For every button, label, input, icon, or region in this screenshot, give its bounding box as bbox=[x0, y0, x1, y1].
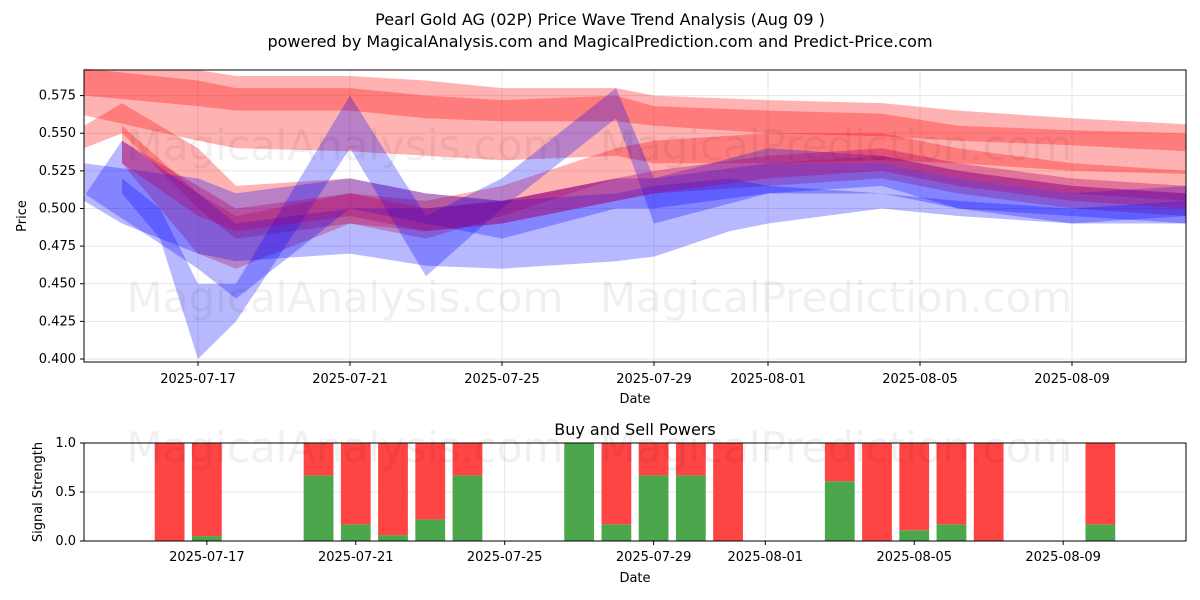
price-x-tick-label: 2025-07-25 bbox=[464, 372, 540, 387]
price-wave-band-mix-7 bbox=[122, 140, 1186, 232]
sell-power-bar bbox=[191, 443, 222, 537]
watermark-analysis: MagicalAnalysis.com bbox=[127, 423, 564, 472]
powers-x-axis-label: Date bbox=[619, 571, 650, 586]
sell-power-bar bbox=[415, 443, 446, 520]
buy-power-bar bbox=[899, 530, 930, 541]
price-watermarks: MagicalAnalysis.com MagicalPrediction.co… bbox=[127, 121, 1073, 322]
powers-bars bbox=[154, 443, 1116, 541]
price-wave-band-blue-4 bbox=[84, 140, 1186, 269]
buy-power-bar bbox=[415, 519, 446, 541]
price-wave-band-red-1 bbox=[84, 70, 1186, 152]
powers-watermarks: MagicalAnalysis.com MagicalPrediction.co… bbox=[127, 423, 1073, 472]
sell-power-bar bbox=[452, 443, 483, 476]
price-wave-band-red-3 bbox=[122, 125, 1186, 269]
price-y-tick-label: 0.400 bbox=[39, 352, 76, 367]
powers-x-tick-label: 2025-07-25 bbox=[467, 550, 543, 565]
powers-y-tick-label: 0.5 bbox=[55, 485, 76, 500]
price-wave-band-red-0 bbox=[84, 68, 1186, 174]
price-x-axis-label: Date bbox=[619, 392, 650, 407]
price-wave-band-blue-5 bbox=[122, 88, 1186, 359]
watermark-prediction: MagicalPrediction.com bbox=[600, 273, 1073, 322]
powers-x-axis: 2025-07-17 2025-07-21 2025-07-25 2025-07-29… bbox=[169, 541, 1101, 565]
watermark-prediction: MagicalPrediction.com bbox=[600, 121, 1073, 170]
price-wave-band-blue-6 bbox=[84, 163, 1186, 299]
powers-y-tick-label: 1.0 bbox=[55, 436, 76, 451]
price-y-tick-label: 0.500 bbox=[39, 201, 76, 216]
powers-y-axis-label: Signal Strength bbox=[31, 442, 46, 542]
powers-x-tick-label: 2025-07-17 bbox=[169, 550, 245, 565]
powers-title: Buy and Sell Powers bbox=[554, 420, 716, 439]
price-x-tick-label: 2025-07-29 bbox=[616, 372, 692, 387]
buy-power-bar bbox=[824, 481, 855, 541]
buy-power-bar bbox=[936, 524, 967, 541]
sell-power-bar bbox=[1085, 443, 1116, 525]
price-y-tick-label: 0.425 bbox=[39, 314, 76, 329]
watermark-prediction: MagicalPrediction.com bbox=[600, 423, 1073, 472]
price-plot-frame bbox=[83, 69, 1187, 363]
sell-power-bar bbox=[303, 443, 334, 476]
buy-power-bar bbox=[378, 535, 408, 541]
sell-power-bar bbox=[675, 443, 706, 476]
powers-y-tick-label: 0.0 bbox=[55, 534, 76, 549]
sell-power-bar bbox=[154, 443, 185, 541]
sell-power-bar bbox=[340, 443, 371, 525]
price-x-tick-label: 2025-07-17 bbox=[160, 372, 236, 387]
price-wave-bands bbox=[84, 68, 1186, 359]
sell-power-bar bbox=[973, 443, 1004, 541]
price-y-tick-label: 0.525 bbox=[39, 164, 76, 179]
buy-power-bar bbox=[191, 536, 222, 541]
price-x-tick-label: 2025-08-01 bbox=[730, 372, 806, 387]
powers-x-tick-label: 2025-08-09 bbox=[1025, 550, 1101, 565]
sell-power-bar bbox=[824, 443, 855, 482]
watermark-analysis: MagicalAnalysis.com bbox=[127, 273, 564, 322]
sell-power-bar bbox=[601, 443, 632, 525]
buy-power-bar bbox=[1085, 524, 1116, 541]
powers-y-axis: 0.0 0.5 1.0 bbox=[55, 436, 84, 549]
buy-power-bar bbox=[601, 524, 632, 541]
price-y-tick-label: 0.450 bbox=[39, 277, 76, 292]
price-grid bbox=[84, 70, 1186, 362]
price-x-tick-label: 2025-08-09 bbox=[1034, 372, 1110, 387]
price-y-axis: 0.400 0.425 0.450 0.475 0.500 0.525 0.550 0.575 bbox=[39, 89, 84, 367]
price-y-tick-label: 0.475 bbox=[39, 239, 76, 254]
price-wave-band-red-2 bbox=[84, 103, 1186, 239]
buy-power-bar bbox=[452, 475, 483, 541]
buy-power-bar bbox=[675, 475, 706, 541]
sell-power-bar bbox=[862, 443, 892, 541]
sell-power-bar bbox=[378, 443, 408, 536]
powers-x-tick-label: 2025-08-05 bbox=[876, 550, 952, 565]
buy-power-bar bbox=[303, 475, 334, 541]
powers-x-tick-label: 2025-08-01 bbox=[728, 550, 804, 565]
sell-power-bar bbox=[713, 443, 743, 541]
price-y-tick-label: 0.550 bbox=[39, 126, 76, 141]
price-x-tick-label: 2025-08-05 bbox=[882, 372, 958, 387]
price-x-axis: 2025-07-17 2025-07-21 2025-07-25 2025-07-29… bbox=[160, 362, 1110, 387]
watermark-analysis: MagicalAnalysis.com bbox=[127, 121, 564, 170]
buy-power-bar bbox=[340, 524, 371, 541]
chart-subtitle: powered by MagicalAnalysis.com and Magic… bbox=[267, 32, 932, 51]
sell-power-bar bbox=[638, 443, 669, 476]
powers-x-tick-label: 2025-07-21 bbox=[318, 550, 394, 565]
buy-power-bar bbox=[564, 443, 595, 541]
buy-power-bar bbox=[638, 475, 669, 541]
sell-power-bar bbox=[936, 443, 967, 525]
price-x-tick-label: 2025-07-21 bbox=[312, 372, 388, 387]
sell-power-bar bbox=[899, 443, 930, 531]
price-y-tick-label: 0.575 bbox=[39, 89, 76, 104]
chart-title: Pearl Gold AG (02P) Price Wave Trend Ana… bbox=[375, 10, 825, 29]
powers-x-tick-label: 2025-07-29 bbox=[616, 550, 692, 565]
price-y-axis-label: Price bbox=[15, 200, 30, 232]
